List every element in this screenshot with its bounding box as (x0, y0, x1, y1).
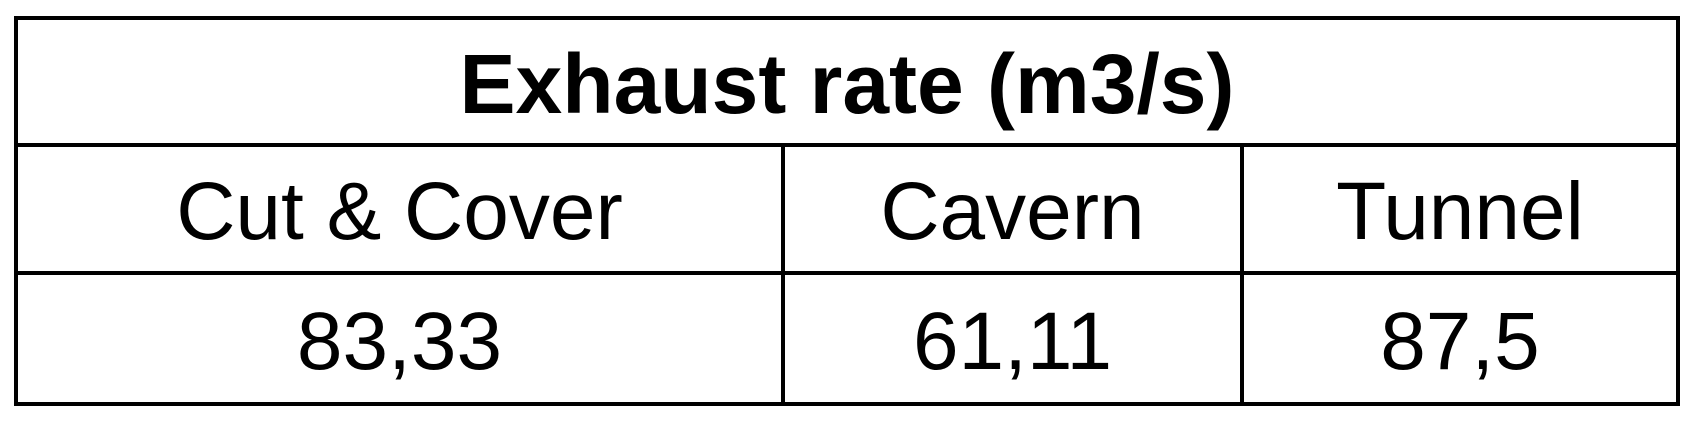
value-cavern: 61,11 (785, 275, 1244, 402)
value-cut-cover: 83,33 (18, 275, 785, 402)
column-header-cavern: Cavern (785, 147, 1244, 275)
table-title: Exhaust rate (m3/s) (18, 20, 1676, 147)
column-header-tunnel: Tunnel (1244, 147, 1676, 275)
exhaust-rate-table: Exhaust rate (m3/s) Cut & Cover Cavern T… (14, 16, 1680, 406)
column-header-cut-cover: Cut & Cover (18, 147, 785, 275)
value-tunnel: 87,5 (1380, 295, 1540, 387)
